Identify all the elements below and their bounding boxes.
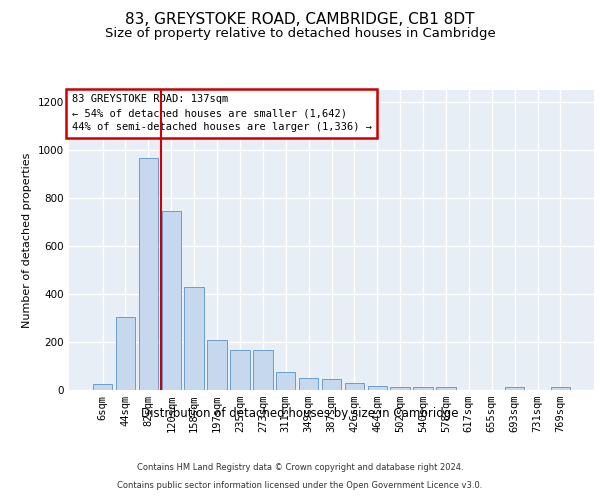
Bar (116, 317, 135, 390)
Text: Size of property relative to detached houses in Cambridge: Size of property relative to detached ho… (104, 28, 496, 40)
Bar (184, 287, 204, 390)
Bar (299, 378, 319, 390)
Bar (391, 387, 410, 390)
Text: Contains HM Land Registry data © Crown copyright and database right 2024.: Contains HM Land Registry data © Crown c… (137, 464, 463, 472)
Text: 83 GREYSTOKE ROAD: 137sqm
← 54% of detached houses are smaller (1,642)
44% of se: 83 GREYSTOKE ROAD: 137sqm ← 54% of detac… (71, 94, 371, 132)
Bar (208, 340, 227, 390)
Bar (322, 379, 341, 390)
Text: 83, GREYSTOKE ROAD, CAMBRIDGE, CB1 8DT: 83, GREYSTOKE ROAD, CAMBRIDGE, CB1 8DT (125, 12, 475, 28)
Bar (276, 372, 295, 390)
Bar (551, 387, 570, 390)
Text: Contains public sector information licensed under the Open Government Licence v3: Contains public sector information licen… (118, 481, 482, 490)
Bar (344, 383, 364, 390)
Bar (413, 387, 433, 390)
Bar (505, 387, 524, 390)
Text: Distribution of detached houses by size in Cambridge: Distribution of detached houses by size … (141, 408, 459, 420)
Bar (93, 384, 112, 390)
Bar (436, 387, 455, 390)
Bar (161, 211, 181, 390)
Bar (253, 350, 272, 390)
Y-axis label: Number of detached properties: Number of detached properties (22, 152, 32, 328)
Bar (139, 158, 158, 390)
Bar (368, 386, 387, 390)
Bar (230, 350, 250, 390)
